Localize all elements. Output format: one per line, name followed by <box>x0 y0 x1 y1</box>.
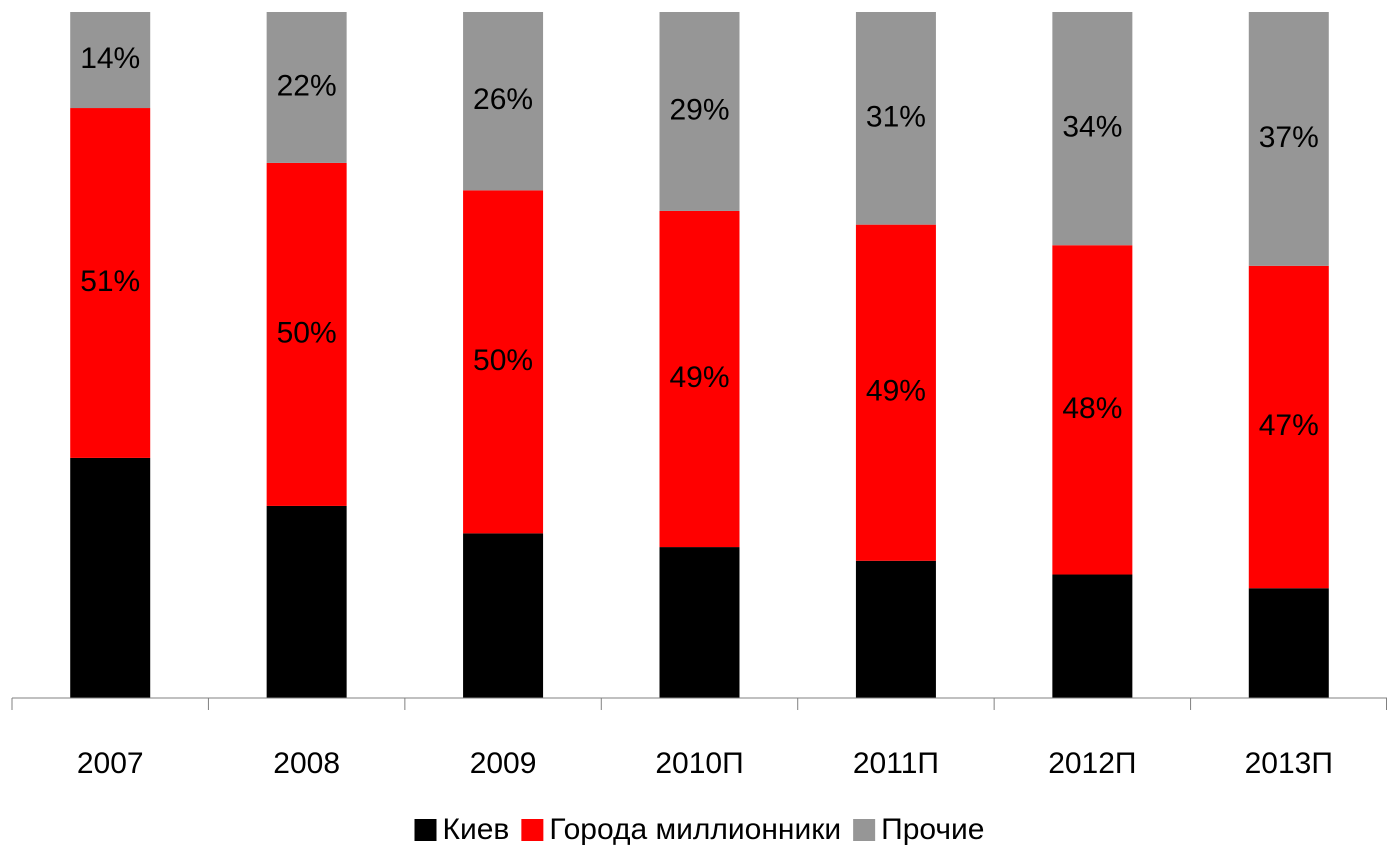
bar-segment <box>266 162 347 506</box>
x-tick-label: 2010П <box>655 747 743 780</box>
bar-segment <box>1248 12 1329 266</box>
bar-segment <box>1052 12 1133 246</box>
x-tick-label: 2008 <box>273 747 340 780</box>
bar-segment <box>855 12 936 225</box>
x-tick-label: 2011П <box>853 747 939 780</box>
bar-segment <box>266 12 347 163</box>
bar-segment <box>1052 574 1133 698</box>
bar-segment <box>855 560 936 698</box>
bar-segment <box>463 533 544 698</box>
bar-segment <box>1248 588 1329 698</box>
bar-segment <box>463 190 544 534</box>
x-tick-label: 2007 <box>77 747 144 780</box>
data-label: 29% <box>669 93 729 126</box>
bar-segment <box>659 12 740 211</box>
bar-segment <box>70 12 151 109</box>
bar-segment <box>659 210 740 548</box>
bar-segment <box>1248 265 1329 589</box>
legend-label: Города миллионники <box>549 813 841 846</box>
x-tick-label: 2009 <box>470 747 537 780</box>
legend-swatch <box>414 819 437 841</box>
data-label: 31% <box>866 100 926 133</box>
bar-segment <box>70 457 151 698</box>
data-label: 51% <box>80 265 140 298</box>
x-tick-label: 2012П <box>1048 747 1136 780</box>
legend-label: Прочие <box>881 813 984 846</box>
data-label: 37% <box>1259 121 1319 154</box>
bar-segment <box>463 12 544 191</box>
data-label: 48% <box>1062 392 1122 425</box>
legend-swatch <box>853 819 876 841</box>
bar-segment <box>70 108 151 458</box>
data-label: 14% <box>80 42 140 75</box>
bar-segment <box>266 505 347 698</box>
legend-swatch <box>521 819 544 841</box>
data-label: 49% <box>866 375 926 408</box>
bar-segment <box>855 224 936 561</box>
data-label: 22% <box>277 69 337 102</box>
data-label: 47% <box>1259 409 1319 442</box>
data-label: 49% <box>669 361 729 394</box>
legend-label: Киев <box>443 813 510 846</box>
x-tick-label: 2013П <box>1245 747 1333 780</box>
bar-segment <box>1052 245 1133 575</box>
data-label: 50% <box>277 316 337 349</box>
bar-segment <box>659 547 740 698</box>
data-label: 26% <box>473 83 533 116</box>
data-label: 50% <box>473 344 533 377</box>
data-label: 34% <box>1062 111 1122 144</box>
